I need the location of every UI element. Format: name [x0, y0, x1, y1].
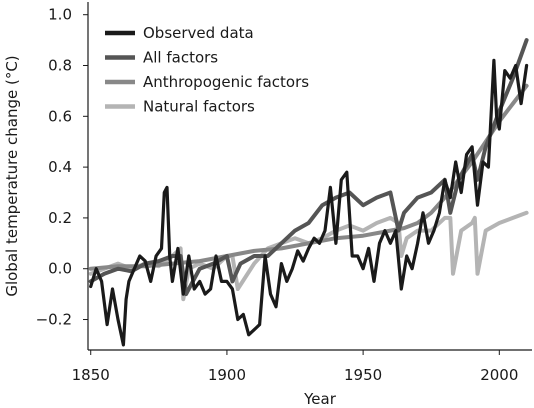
series-layer: [88, 38, 529, 347]
y-axis-title: Global temperature change (°C): [3, 55, 21, 296]
legend-label: All factors: [143, 49, 218, 67]
x-tick-label: 1850: [72, 366, 110, 384]
x-axis-title: Year: [303, 390, 337, 408]
legend-label: Observed data: [143, 24, 254, 42]
x-tick-label: 2000: [480, 366, 518, 384]
legend-label: Natural factors: [143, 98, 255, 116]
y-tick-label: 1.0: [48, 6, 72, 24]
y-tick-label: 0.0: [48, 260, 72, 278]
axes: −0.2 0.0 0.2 0.4 0.6 0.8 1.0 1850 1900 1950 2000: [36, 2, 532, 384]
legend-label: Anthropogenic factors: [143, 73, 309, 91]
y-tick-label: 0.6: [48, 107, 72, 125]
x-tick-label: 1950: [344, 366, 382, 384]
legend: Observed data All factors Anthropogenic fa…: [105, 24, 309, 116]
series-line-all-factors: [88, 38, 529, 297]
series-line-anthropogenic-factors: [88, 83, 529, 271]
series-line-observed-data: [89, 58, 529, 347]
y-tick-label: 0.2: [48, 209, 72, 227]
y-tick-label: −0.2: [36, 311, 72, 329]
y-tick-label: 0.4: [48, 158, 72, 176]
x-tick-label: 1900: [208, 366, 246, 384]
y-tick-label: 0.8: [48, 57, 72, 75]
